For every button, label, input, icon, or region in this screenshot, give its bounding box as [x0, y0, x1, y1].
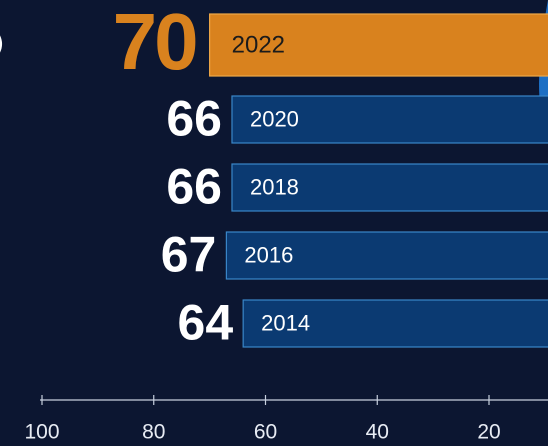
value-label: 64: [178, 295, 234, 351]
bar: [225, 231, 548, 280]
category-label: 2016: [244, 242, 293, 267]
category-label: 2018: [250, 174, 299, 199]
category-label: 2014: [261, 310, 310, 335]
value-label: 66: [166, 91, 222, 147]
category-label: 2020: [250, 106, 299, 131]
value-label: 70: [113, 0, 196, 86]
x-tick-label: 40: [366, 421, 389, 444]
x-tick-label: 100: [24, 421, 59, 444]
value-label: 67: [161, 227, 217, 283]
value-label: 66: [166, 159, 222, 215]
bar: [231, 95, 548, 144]
bar: [242, 299, 548, 348]
x-tick-label: 60: [254, 421, 277, 444]
x-tick-label: 20: [477, 421, 500, 444]
bar: [231, 163, 548, 212]
category-label: 2022: [232, 31, 285, 58]
x-tick-label: 80: [142, 421, 165, 444]
bar: [209, 13, 548, 77]
